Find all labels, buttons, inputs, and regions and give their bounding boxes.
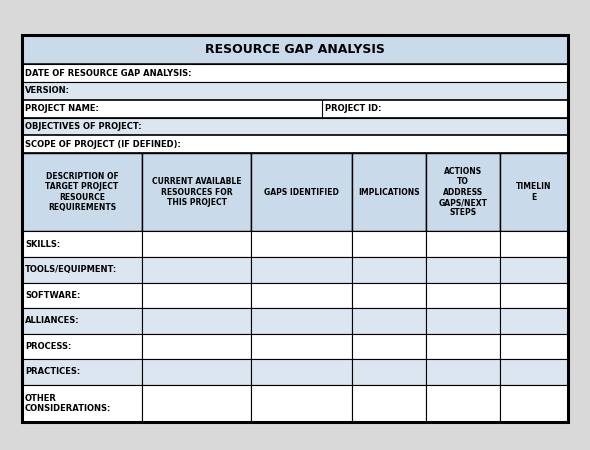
Text: TOOLS/EQUIPMENT:: TOOLS/EQUIPMENT: (25, 265, 117, 274)
Bar (142, 333, 251, 359)
Bar (22, 257, 142, 283)
Bar (500, 153, 568, 231)
Bar (426, 283, 500, 308)
Bar (352, 333, 426, 359)
Bar (426, 231, 500, 257)
Bar (22, 359, 142, 385)
Text: DATE OF RESOURCE GAP ANALYSIS:: DATE OF RESOURCE GAP ANALYSIS: (25, 69, 192, 78)
Bar (352, 385, 426, 422)
Bar (500, 231, 568, 257)
Bar (500, 257, 568, 283)
Bar (22, 385, 142, 422)
Bar (500, 308, 568, 333)
Bar (251, 308, 352, 333)
Bar (426, 308, 500, 333)
Text: PRACTICES:: PRACTICES: (25, 367, 80, 376)
Bar (352, 283, 426, 308)
Bar (22, 283, 142, 308)
Bar (500, 333, 568, 359)
Bar (352, 231, 426, 257)
Text: PROCESS:: PROCESS: (25, 342, 71, 351)
Bar (352, 257, 426, 283)
Text: ALLIANCES:: ALLIANCES: (25, 316, 80, 325)
Bar (22, 153, 142, 231)
Bar (142, 153, 251, 231)
Text: RESOURCE GAP ANALYSIS: RESOURCE GAP ANALYSIS (205, 43, 385, 56)
Bar (426, 333, 500, 359)
Bar (500, 359, 568, 385)
Bar (142, 359, 251, 385)
Text: OTHER
CONSIDERATIONS:: OTHER CONSIDERATIONS: (25, 394, 112, 413)
Text: IMPLICATIONS: IMPLICATIONS (358, 188, 420, 197)
Bar (500, 385, 568, 422)
Bar (426, 385, 500, 422)
Bar (22, 333, 142, 359)
Bar (251, 231, 352, 257)
Bar (22, 35, 568, 422)
Bar (251, 257, 352, 283)
Text: CURRENT AVAILABLE
RESOURCES FOR
THIS PROJECT: CURRENT AVAILABLE RESOURCES FOR THIS PRO… (152, 177, 241, 207)
Bar (22, 100, 568, 117)
Bar (22, 308, 142, 333)
Bar (22, 35, 568, 64)
Bar (142, 308, 251, 333)
Text: OBJECTIVES OF PROJECT:: OBJECTIVES OF PROJECT: (25, 122, 142, 131)
Text: PROJECT NAME:: PROJECT NAME: (25, 104, 99, 113)
Bar (352, 308, 426, 333)
Bar (22, 82, 568, 100)
Bar (426, 153, 500, 231)
Bar (142, 231, 251, 257)
Text: VERSION:: VERSION: (25, 86, 70, 95)
Bar (251, 385, 352, 422)
Bar (426, 257, 500, 283)
Text: SKILLS:: SKILLS: (25, 240, 60, 249)
Bar (500, 283, 568, 308)
Bar (251, 283, 352, 308)
Bar (251, 153, 352, 231)
Bar (142, 385, 251, 422)
Text: DESCRIPTION OF
TARGET PROJECT
RESOURCE
REQUIREMENTS: DESCRIPTION OF TARGET PROJECT RESOURCE R… (45, 172, 119, 212)
Bar (142, 257, 251, 283)
Text: ACTIONS
TO
ADDRESS
GAPS/NEXT
STEPS: ACTIONS TO ADDRESS GAPS/NEXT STEPS (438, 167, 487, 217)
Bar (426, 359, 500, 385)
Text: SCOPE OF PROJECT (IF DEFINED):: SCOPE OF PROJECT (IF DEFINED): (25, 140, 181, 148)
Bar (22, 64, 568, 82)
Bar (142, 283, 251, 308)
Bar (251, 359, 352, 385)
Bar (22, 135, 568, 153)
Bar (352, 153, 426, 231)
Text: TIMELIN
E: TIMELIN E (516, 182, 552, 202)
Bar (22, 231, 142, 257)
Bar (22, 117, 568, 135)
Text: PROJECT ID:: PROJECT ID: (325, 104, 382, 113)
Text: GAPS IDENTIFIED: GAPS IDENTIFIED (264, 188, 339, 197)
Bar (352, 359, 426, 385)
Text: SOFTWARE:: SOFTWARE: (25, 291, 80, 300)
Bar (251, 333, 352, 359)
